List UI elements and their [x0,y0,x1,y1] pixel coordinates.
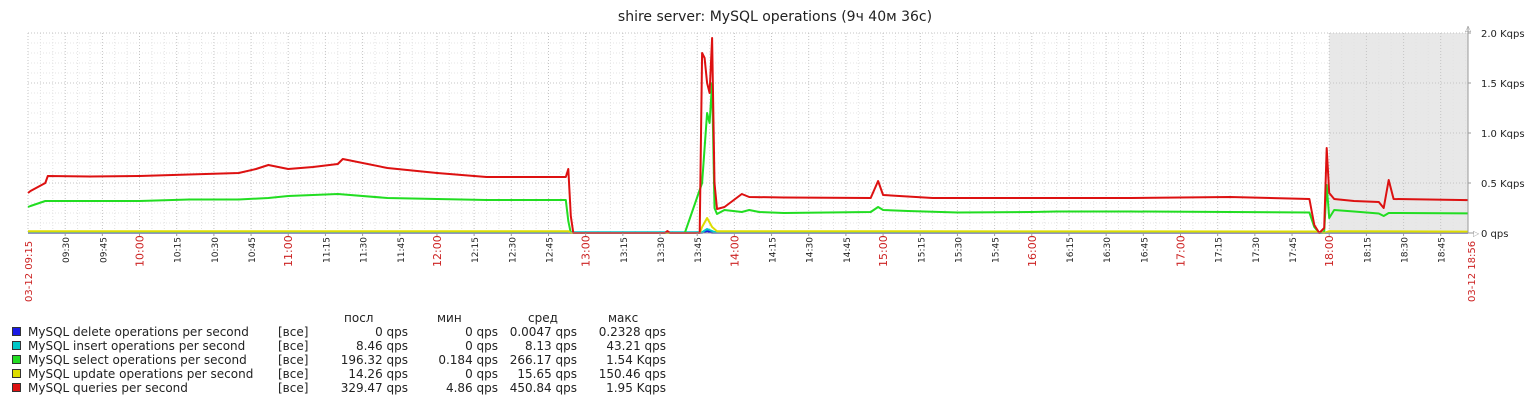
series-line-2 [27,82,1469,234]
y-tick-label: 0.5 Kqps [1481,179,1525,190]
legend-value-last: 0 qps [375,325,408,339]
legend-series-name: MySQL queries per second [28,381,188,395]
x-tick-label: 13:00 [580,235,593,267]
legend-swatch [12,355,21,364]
y-ticks: 0 qps 0.5 Kqps 1.0 Kqps 1.5 Kqps 2.0 Kqps [1468,29,1525,240]
x-axis-arrow-icon: ▷ [1473,229,1480,238]
legend-all-label: [все] [278,325,309,339]
x-tick-label: 14:15 [769,237,779,263]
x-tick-label: 17:45 [1289,237,1299,263]
x-tick-label: 15:30 [954,237,964,263]
x-tick-label: 11:00 [282,235,295,267]
x-tick-label: 11:15 [322,237,332,263]
x-tick-label: 12:45 [546,237,556,263]
x-tick-label: 13:45 [694,237,704,263]
x-tick-label: 17:15 [1215,237,1225,263]
x-tick-label: 16:30 [1103,237,1113,263]
legend-header-last: посл [344,311,374,325]
grid [27,32,1468,233]
legend-all-label: [все] [278,353,309,367]
legend-value-last: 14.26 qps [348,367,408,381]
x-tick-label: 13:30 [657,237,667,263]
x-tick-label: 10:00 [134,235,147,267]
x-start-label: 03-12 09:15 [24,241,35,302]
legend-all-label: [все] [278,381,309,395]
x-tick-label: 10:45 [248,237,258,263]
x-tick-label: 18:30 [1401,237,1411,263]
legend-value-avg: 450.84 qps [509,381,577,395]
legend-value-last: 196.32 qps [340,353,408,367]
y-tick-label: 1.0 Kqps [1481,129,1525,140]
legend-value-max: 1.54 Kqps [606,353,666,367]
legend-all-label: [все] [278,339,309,353]
legend-value-min: 4.86 qps [445,381,498,395]
x-tick-label: 14:45 [843,237,853,263]
x-tick-label: 09:45 [99,237,109,263]
legend-swatch [12,369,21,378]
legend-swatch [12,383,21,392]
legend-header-min: мин [437,311,462,325]
x-tick-label: 09:30 [62,237,72,263]
x-tick-label: 10:30 [211,237,221,263]
y-tick-label: 1.5 Kqps [1481,79,1525,90]
legend-value-max: 150.46 qps [598,367,666,381]
x-tick-label: 18:15 [1363,237,1373,263]
series-line-4 [27,37,1469,234]
legend-series-name: MySQL insert operations per second [28,339,246,353]
legend-value-min: 0.184 qps [438,353,498,367]
legend-series-name: MySQL update operations per second [28,367,254,381]
legend-header-avg: сред [528,311,558,325]
x-ticks: 09:30 09:45 10:00 10:15 10:30 10:45 11:00 11:15… [62,233,1448,267]
legend-value-avg: 15.65 qps [517,367,577,381]
legend-swatch [12,327,21,336]
x-tick-label: 13:15 [620,237,630,263]
x-tick-label: 15:15 [917,237,927,263]
x-tick-label: 14:00 [728,235,741,267]
legend-value-min: 0 qps [465,339,498,353]
legend-value-max: 0.2328 qps [598,325,666,339]
x-tick-label: 15:00 [877,235,890,267]
chart-title: shire server: MySQL operations (9ч 40м 3… [618,9,932,25]
chart-svg: shire server: MySQL operations (9ч 40м 3… [24,9,1525,302]
x-tick-label: 18:45 [1438,237,1448,263]
x-tick-label: 12:15 [471,237,481,263]
x-tick-label: 12:30 [508,237,518,263]
x-tick-label: 11:30 [360,237,370,263]
x-tick-label: 11:45 [397,237,407,263]
legend-swatch [12,341,21,350]
legend-value-min: 0 qps [465,325,498,339]
x-tick-label: 17:30 [1252,237,1262,263]
legend-series-name: MySQL delete operations per second [28,325,249,339]
legend-value-last: 8.46 qps [355,339,408,353]
y-tick-label: 0 qps [1481,229,1508,240]
x-tick-label: 10:15 [174,237,184,263]
legend-value-min: 0 qps [465,367,498,381]
legend-value-avg: 266.17 qps [509,353,577,367]
legend-value-max: 43.21 qps [606,339,666,353]
x-tick-label: 15:45 [992,237,1002,263]
x-tick-label: 16:15 [1066,237,1076,263]
legend-all-label: [все] [278,367,309,381]
x-tick-label: 16:45 [1140,237,1150,263]
legend-value-avg: 8.13 qps [524,339,577,353]
y-axis-arrow-icon: △ [1465,24,1472,33]
x-tick-label: 17:00 [1175,235,1188,267]
legend-value-last: 329.47 qps [340,381,408,395]
legend-value-avg: 0.0047 qps [509,325,577,339]
y-tick-label: 2.0 Kqps [1481,29,1525,40]
legend-header-max: макс [608,311,639,325]
x-end-label: 03-12 18:56 [1467,241,1478,302]
legend-series-name: MySQL select operations per second [28,353,247,367]
x-tick-label: 12:00 [431,235,444,267]
x-tick-label: 14:30 [806,237,816,263]
x-tick-label: 18:00 [1323,235,1336,267]
x-tick-label: 16:00 [1026,235,1039,267]
legend-value-max: 1.95 Kqps [606,381,666,395]
